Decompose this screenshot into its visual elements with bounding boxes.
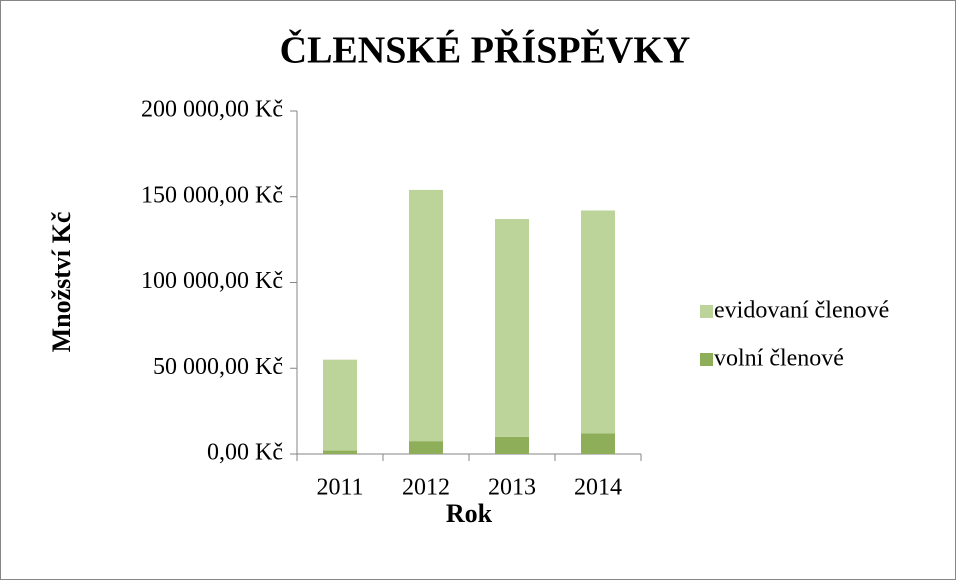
y-tick-label: 50 000,00 Kč xyxy=(153,354,283,380)
x-tick-label: 2011 xyxy=(316,475,363,501)
y-tick-label: 100 000,00 Kč xyxy=(141,268,283,294)
bar-segment xyxy=(323,450,357,454)
bar-segment xyxy=(409,441,443,454)
y-tick-label: 0,00 Kč xyxy=(207,440,283,466)
y-axis-title: Množství Kč xyxy=(47,212,76,353)
bar-segment xyxy=(581,210,615,434)
bar-segment xyxy=(409,189,443,442)
legend-label: evidovaní členové xyxy=(714,298,889,324)
x-axis-title: Rok xyxy=(446,499,493,528)
x-tick-label: 2014 xyxy=(574,475,622,501)
x-tick-label: 2012 xyxy=(402,475,450,501)
y-tick-label: 150 000,00 Kč xyxy=(141,182,283,208)
bar-segment xyxy=(581,433,615,454)
legend-swatch xyxy=(700,353,713,366)
bar-segment xyxy=(495,436,529,454)
chart-title: ČLENSKÉ PŘÍSPĚVKY xyxy=(280,29,691,72)
y-tick-label: 200 000,00 Kč xyxy=(141,97,283,123)
bar-segment xyxy=(323,359,357,451)
x-tick-label: 2013 xyxy=(488,475,536,501)
bar-segment xyxy=(495,219,529,437)
legend-label: volní členové xyxy=(714,346,844,372)
legend-swatch xyxy=(700,305,713,318)
